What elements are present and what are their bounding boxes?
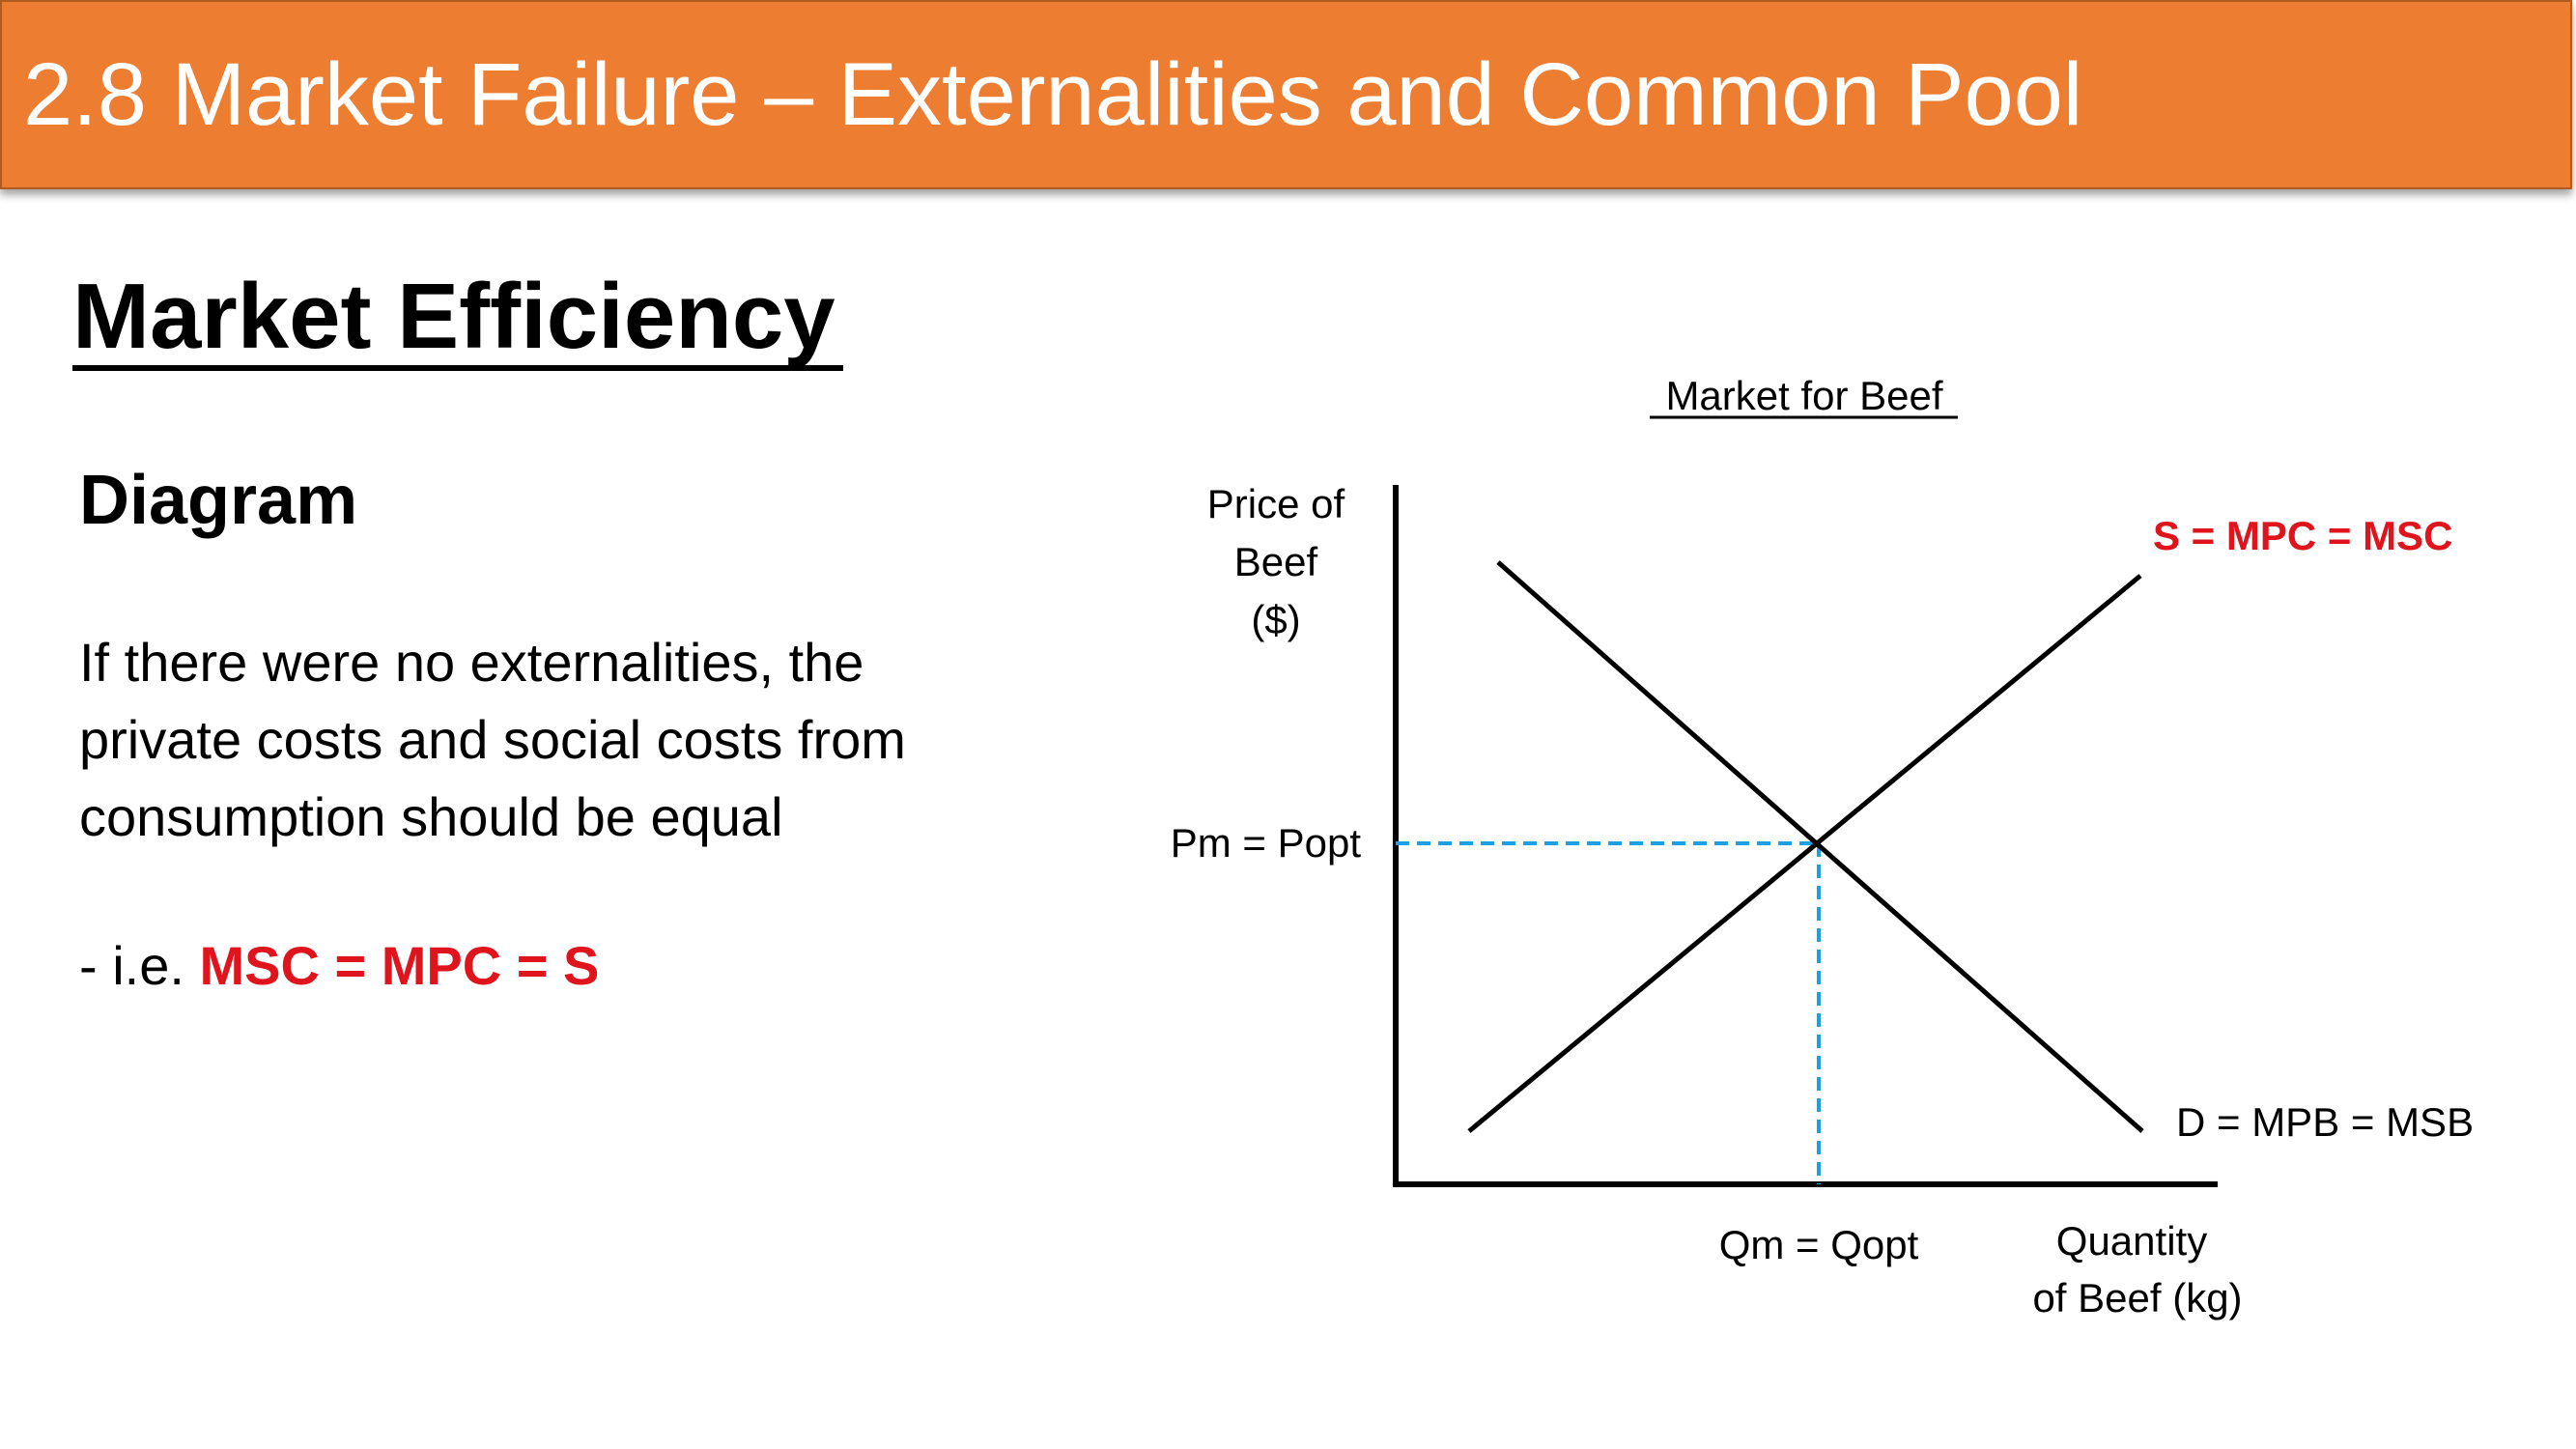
body-line: If there were no externalities, the xyxy=(79,632,864,693)
body-line: consumption should be equal xyxy=(79,786,783,847)
section-heading: Market Efficiency xyxy=(72,265,835,368)
body-paragraph: If there were no externalities, the priv… xyxy=(79,624,1045,856)
subheading: Diagram xyxy=(79,462,358,539)
diagram-title: Market for Beef xyxy=(1665,373,1942,418)
y-axis-label-line: ($) xyxy=(1251,597,1300,642)
supply-curve xyxy=(1467,574,2142,1133)
title-bar: 2.8 Market Failure – Externalities and C… xyxy=(0,0,2572,189)
equality-note: - i.e. MSC = MPC = S xyxy=(79,939,599,993)
heading-underline xyxy=(72,365,843,371)
body-line: private costs and social costs from xyxy=(79,709,906,770)
x-axis-label-line: Quantity xyxy=(2056,1218,2207,1264)
demand-curve xyxy=(1496,560,2144,1133)
quantity-label: Qm = Qopt xyxy=(1719,1222,1919,1267)
demand-curve-label: D = MPB = MSB xyxy=(2176,1099,2474,1145)
note-highlight: MSC = MPC = S xyxy=(199,935,600,996)
supply-curve-label: S = MPC = MSC xyxy=(2153,513,2452,558)
note-prefix: - i.e. xyxy=(79,935,200,996)
y-axis-label-line: Beef xyxy=(1234,539,1318,584)
y-axis-label-line: Price of xyxy=(1207,481,1345,526)
price-label: Pm = Popt xyxy=(1171,820,1362,866)
x-axis-label-line: of Beef (kg) xyxy=(2032,1275,2242,1321)
slide-title: 2.8 Market Failure – Externalities and C… xyxy=(23,45,2083,144)
